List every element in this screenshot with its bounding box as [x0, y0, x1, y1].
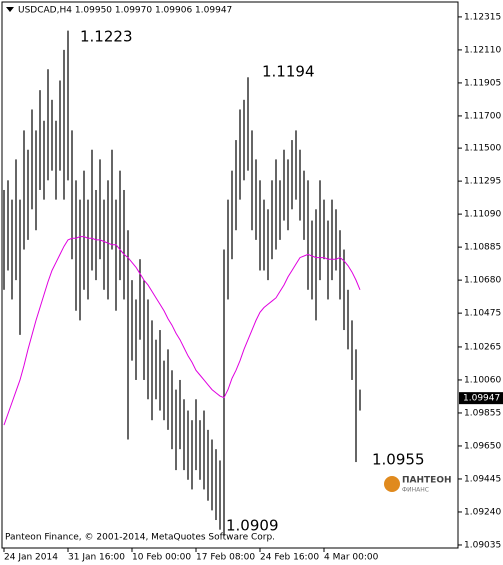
annotation: 1.0955 — [372, 451, 425, 469]
y-tick-label: 1.10060 — [464, 375, 501, 385]
y-tick-label: 1.11700 — [464, 111, 501, 121]
x-tick-label: 4 Mar 00:00 — [324, 553, 379, 563]
y-tick-label: 1.11905 — [464, 78, 501, 88]
y-tick-label: 1.12110 — [464, 45, 501, 55]
y-tick-label: 1.11500 — [464, 144, 501, 154]
y-tick-label: 1.09445 — [464, 474, 501, 484]
y-tick-label: 1.09240 — [464, 507, 501, 517]
x-tick-label: 10 Feb 00:00 — [132, 553, 191, 563]
logo-subtext: ФИНАНС — [402, 487, 429, 494]
y-tick-label: 1.09855 — [464, 408, 501, 418]
plot-frame — [1, 1, 459, 549]
y-tick-label: 1.09650 — [464, 441, 501, 451]
annotation: 1.0909 — [226, 517, 279, 535]
menu-triangle — [6, 7, 14, 12]
y-tick-label: 1.09035 — [464, 540, 501, 550]
last-price-label: 1.09947 — [463, 394, 500, 404]
x-tick-label: 24 Feb 16:00 — [260, 553, 319, 563]
y-tick-label: 1.11090 — [464, 210, 501, 220]
logo-icon — [384, 476, 400, 492]
logo-text: ПАНТЕОН — [402, 476, 452, 486]
x-tick-label: 17 Feb 08:00 — [196, 553, 255, 563]
x-tick-label: 31 Jan 16:00 — [68, 553, 125, 563]
last-price-box — [459, 392, 503, 405]
y-tick-label: 1.10265 — [464, 342, 501, 352]
y-tick-label: 1.11295 — [464, 177, 501, 187]
annotation: 1.1194 — [262, 63, 315, 81]
moving-average — [3, 236, 361, 426]
y-tick-label: 1.10885 — [464, 243, 501, 253]
x-tick-label: 24 Jan 2014 — [4, 553, 58, 563]
y-tick-label: 1.10680 — [464, 276, 501, 286]
annotation: 1.1223 — [80, 28, 133, 46]
y-tick-label: 1.10475 — [464, 309, 501, 319]
footer: Panteon Finance, © 2001-2014, MetaQuotes… — [5, 533, 275, 543]
logo: ПАНТЕОН ФИНАНС — [384, 476, 452, 494]
y-tick-label: 1.12315 — [464, 12, 501, 22]
chart-title: USDCAD,H4 1.09950 1.09970 1.09906 1.0994… — [18, 6, 232, 16]
